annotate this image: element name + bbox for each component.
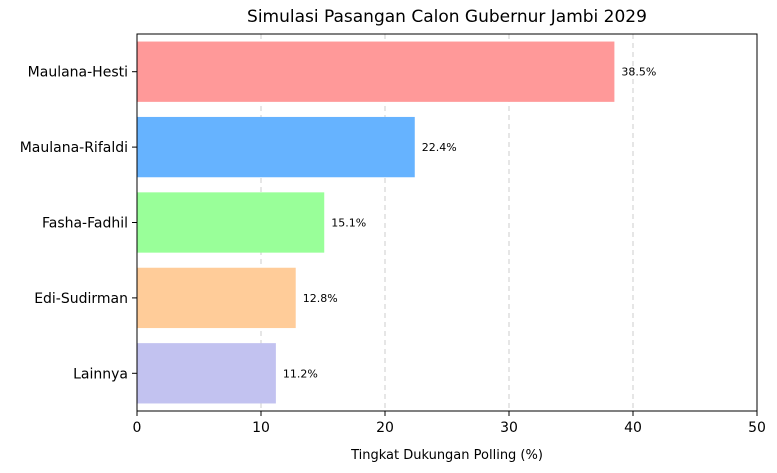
x-tick-label: 50: [748, 420, 766, 436]
chart-title: Simulasi Pasangan Calon Gubernur Jambi 2…: [247, 7, 647, 27]
data-label: 15.1%: [331, 217, 366, 230]
x-tick-label: 30: [500, 420, 518, 436]
bar: [137, 116, 415, 178]
y-tick-label: Edi-Sudirman: [34, 291, 128, 307]
x-tick-label: 10: [252, 420, 270, 436]
x-axis-ticks: 0 10 20 30 40 50: [133, 411, 766, 436]
y-tick-label: Lainnya: [73, 366, 128, 382]
data-labels: 38.5% 22.4% 15.1% 12.8% 11.2%: [283, 66, 656, 381]
x-tick-label: 40: [624, 420, 642, 436]
x-tick-label: 20: [376, 420, 394, 436]
bar: [137, 192, 325, 253]
bar: [137, 343, 276, 404]
bars: [137, 41, 615, 404]
bar: [137, 267, 296, 329]
bar: [137, 41, 615, 102]
x-axis-label: Tingkat Dukungan Polling (%): [350, 448, 543, 463]
data-label: 11.2%: [283, 367, 318, 380]
data-label: 12.8%: [303, 292, 338, 305]
data-label: 22.4%: [422, 141, 457, 154]
data-label: 38.5%: [621, 66, 656, 79]
y-tick-label: Maulana-Rifaldi: [20, 140, 128, 156]
y-axis-tick-labels: Maulana-Hesti Maulana-Rifaldi Fasha-Fadhil…: [20, 65, 137, 382]
x-tick-label: 0: [133, 420, 142, 436]
y-tick-label: Maulana-Hesti: [28, 65, 128, 81]
plot-frame: [136, 33, 758, 412]
y-tick-label: Fasha-Fadhil: [42, 216, 128, 232]
